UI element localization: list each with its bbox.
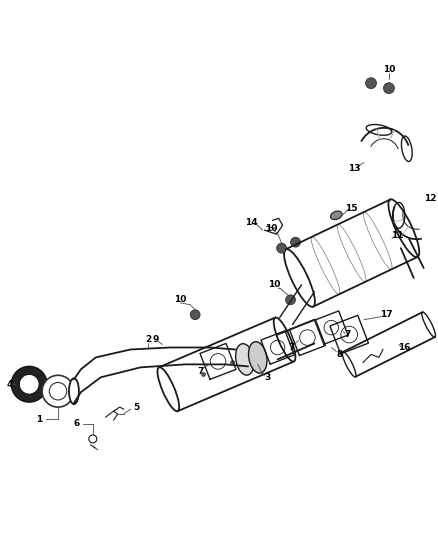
Text: 12: 12 bbox=[424, 194, 437, 203]
Text: 1: 1 bbox=[36, 415, 42, 424]
Ellipse shape bbox=[274, 318, 296, 361]
Text: 8: 8 bbox=[336, 350, 343, 359]
Ellipse shape bbox=[284, 249, 315, 307]
Circle shape bbox=[11, 366, 47, 402]
Ellipse shape bbox=[69, 378, 79, 404]
Circle shape bbox=[286, 295, 296, 305]
Text: 10: 10 bbox=[174, 295, 187, 304]
Text: 7: 7 bbox=[288, 343, 295, 352]
Text: 10: 10 bbox=[265, 224, 278, 233]
Text: 2: 2 bbox=[145, 335, 152, 344]
Text: 7: 7 bbox=[197, 367, 203, 376]
Text: 9: 9 bbox=[152, 335, 159, 344]
Circle shape bbox=[19, 374, 39, 394]
Text: 4: 4 bbox=[6, 379, 13, 389]
Text: 13: 13 bbox=[348, 164, 360, 173]
Text: 6: 6 bbox=[74, 419, 80, 429]
Ellipse shape bbox=[422, 312, 435, 337]
Text: 16: 16 bbox=[398, 343, 410, 352]
Ellipse shape bbox=[158, 367, 179, 411]
Circle shape bbox=[290, 237, 300, 247]
Text: 14: 14 bbox=[245, 218, 258, 227]
Text: 10: 10 bbox=[383, 64, 395, 74]
Circle shape bbox=[190, 310, 200, 320]
Ellipse shape bbox=[331, 211, 342, 220]
Ellipse shape bbox=[248, 342, 267, 373]
Ellipse shape bbox=[389, 199, 419, 257]
Circle shape bbox=[383, 83, 394, 94]
Text: 5: 5 bbox=[134, 402, 140, 411]
Text: 11: 11 bbox=[391, 231, 403, 240]
Circle shape bbox=[42, 375, 74, 407]
Text: 7: 7 bbox=[344, 330, 350, 339]
Text: 3: 3 bbox=[265, 373, 271, 382]
Text: 10: 10 bbox=[268, 280, 281, 289]
Ellipse shape bbox=[343, 352, 356, 377]
Circle shape bbox=[366, 78, 377, 88]
Text: 15: 15 bbox=[345, 204, 357, 213]
Text: 17: 17 bbox=[380, 310, 392, 319]
Circle shape bbox=[49, 383, 67, 400]
Circle shape bbox=[277, 243, 286, 253]
Ellipse shape bbox=[236, 344, 254, 375]
